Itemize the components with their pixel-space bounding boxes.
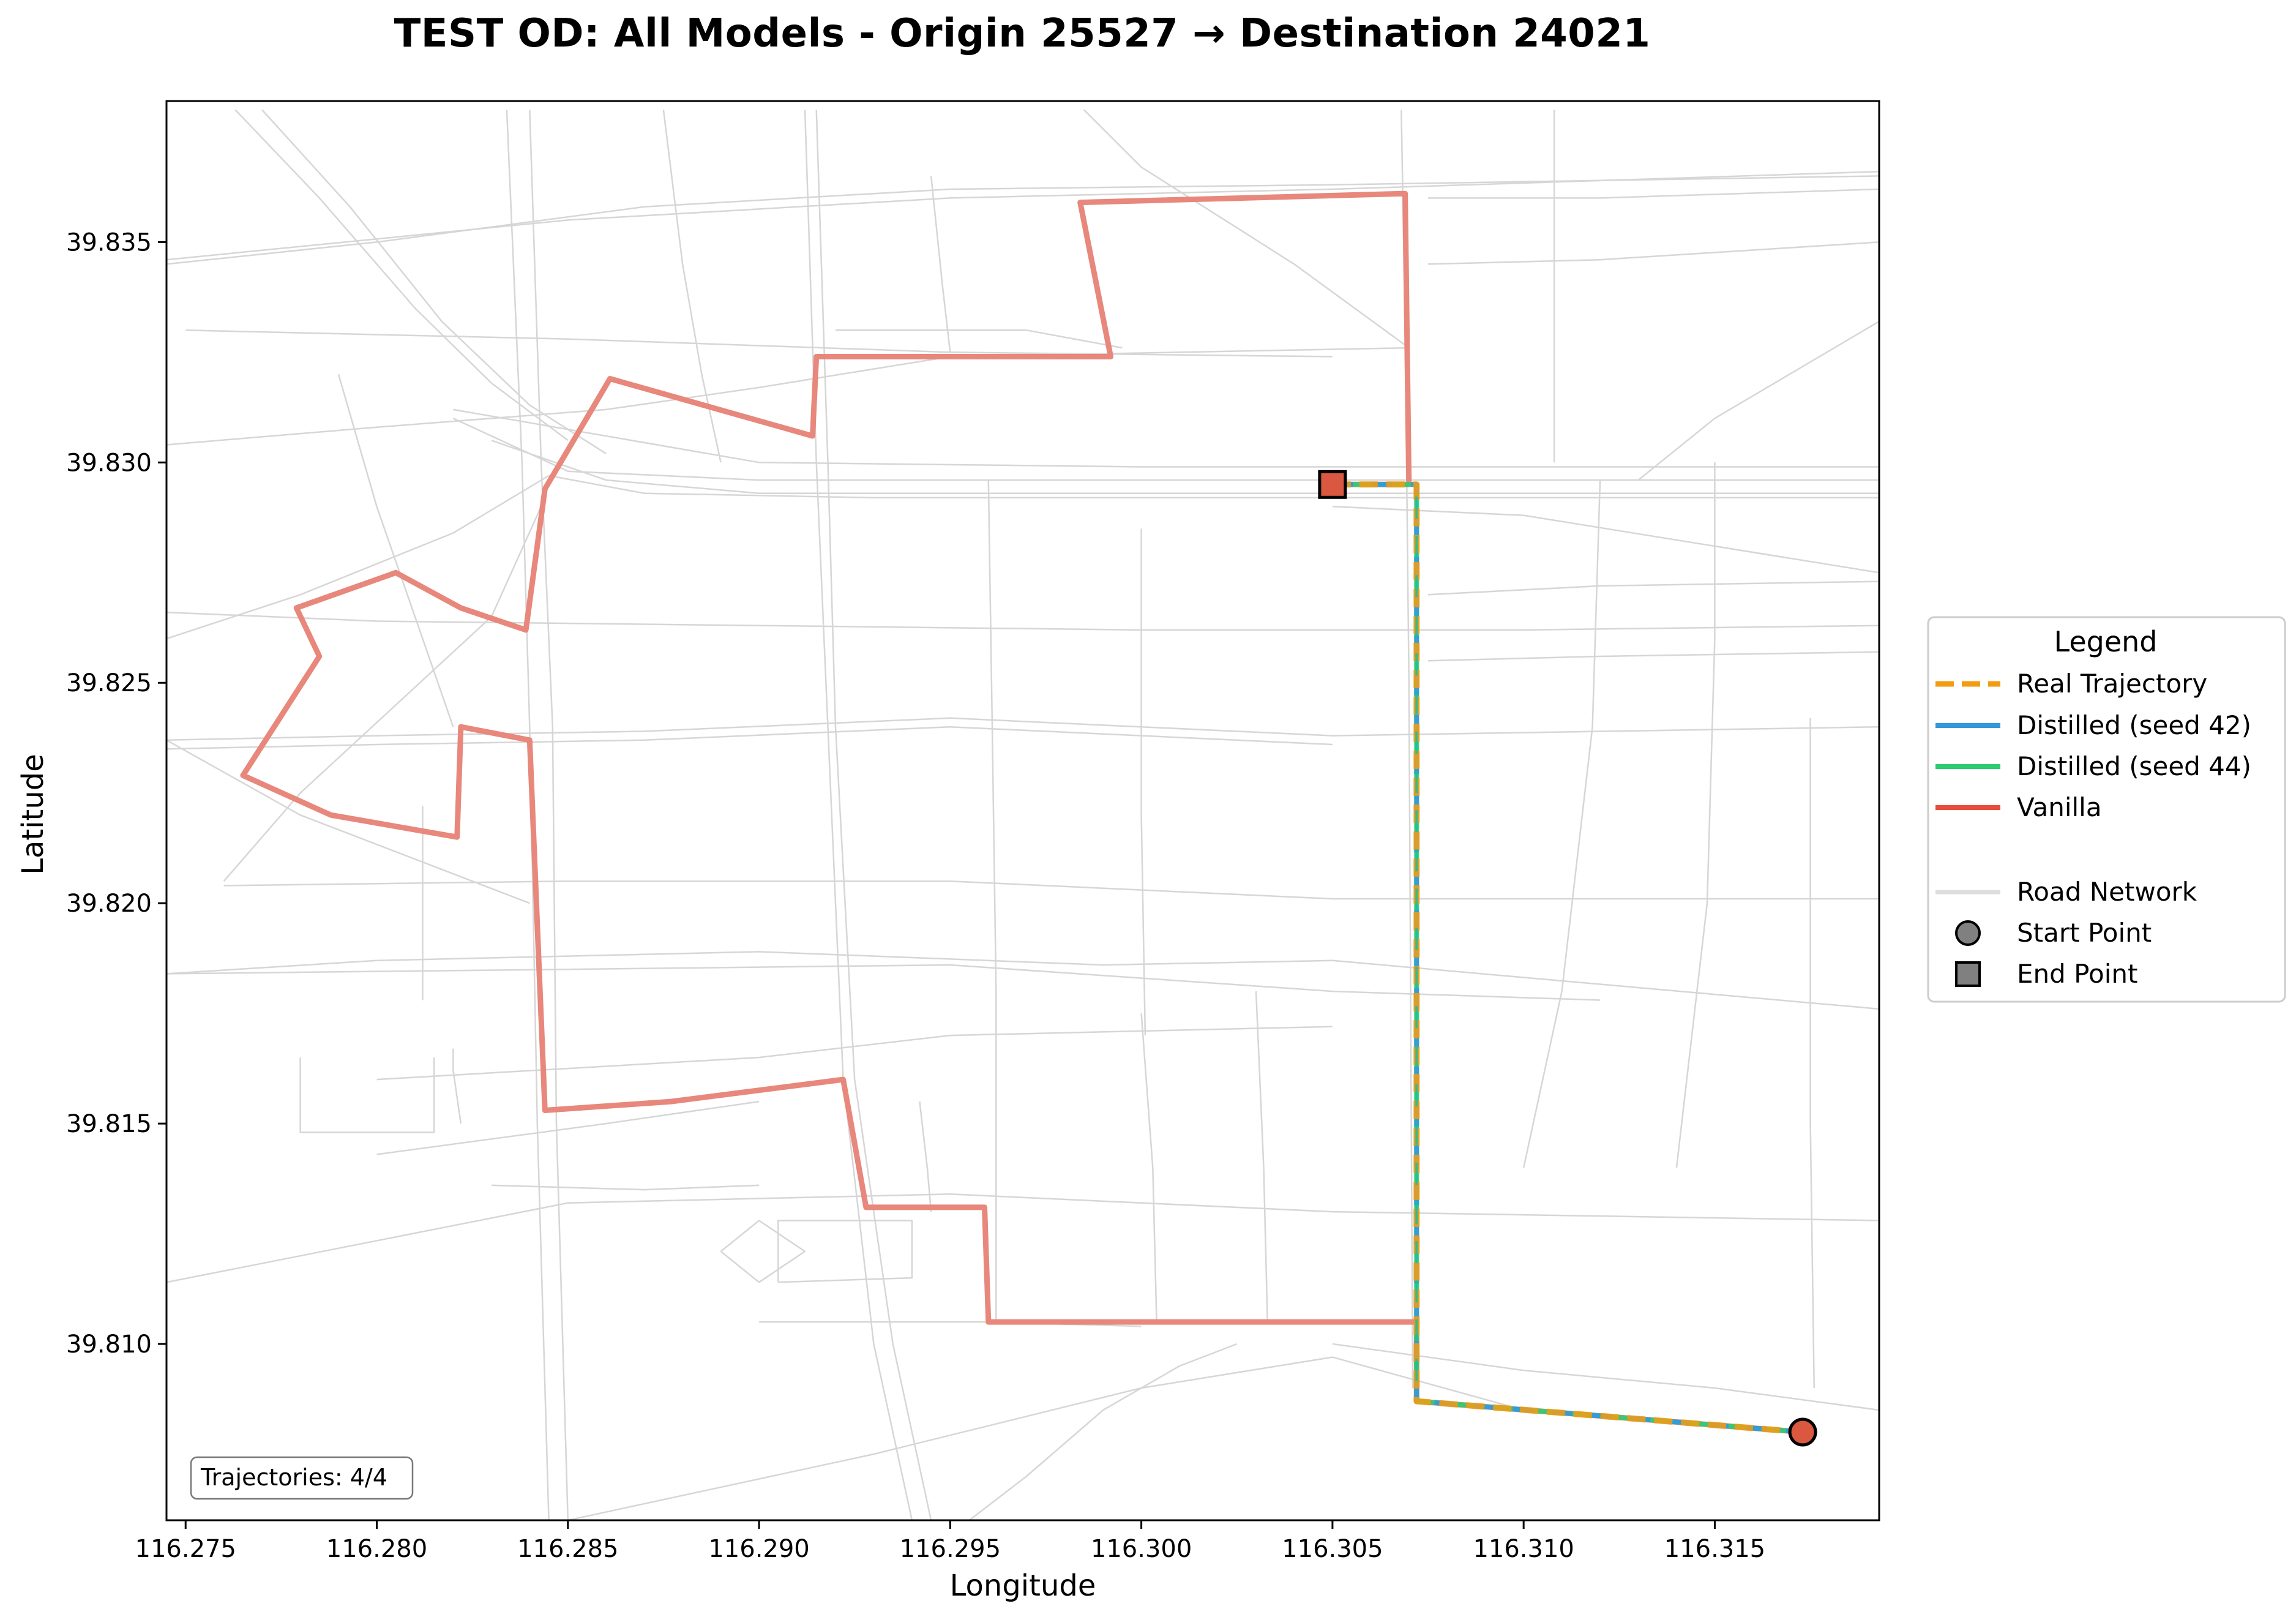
- road-segment-19: [506, 110, 550, 1520]
- trajectory-count-box: Trajectories: 4/4: [190, 1456, 414, 1500]
- plot-frame: [165, 100, 1880, 1521]
- svg-text:Road Network: Road Network: [2017, 877, 2197, 907]
- road-segment-41: [1083, 109, 1410, 349]
- road-segment-34: [337, 373, 454, 727]
- road-segment-13: [166, 1193, 1879, 1283]
- road-network: [166, 109, 1879, 1520]
- trajectory-layer: [240, 190, 1803, 1435]
- svg-text:Distilled (seed 42): Distilled (seed 42): [2017, 710, 2251, 740]
- road-segment-51: [452, 1048, 462, 1124]
- y-tick-label-4: 39.815: [66, 1110, 152, 1138]
- plot-area: [166, 101, 1879, 1520]
- road-segment-50: [720, 1220, 806, 1283]
- road-segment-9: [166, 726, 1333, 750]
- road-segment-3: [491, 440, 1879, 494]
- chart-title: TEST OD: All Models - Origin 25527 → Des…: [394, 11, 1651, 56]
- x-tick-label-8: 116.315: [1664, 1535, 1765, 1563]
- series-vanilla: [240, 190, 1803, 1435]
- road-segment-32: [1332, 506, 1879, 574]
- y-tick-label-0: 39.835: [66, 228, 152, 257]
- x-tick-label-5: 116.300: [1091, 1535, 1192, 1563]
- road-segment-48: [491, 1184, 760, 1191]
- y-axis-label: Latitude: [16, 754, 50, 875]
- x-tick-label-1: 116.280: [326, 1535, 427, 1563]
- legend-item-real-trajectory: Real Trajectory: [1935, 669, 2207, 699]
- road-segment-16: [185, 329, 1333, 358]
- road-segment-2: [452, 418, 1879, 481]
- legend-item-road-network: Road Network: [1935, 877, 2197, 907]
- legend-item-vanilla: Vanilla: [1935, 792, 2102, 822]
- road-segment-37: [223, 506, 542, 882]
- legend-title: Legend: [2054, 625, 2158, 658]
- x-tick-label-6: 116.305: [1282, 1535, 1383, 1563]
- y-tick-label-5: 39.810: [66, 1330, 152, 1359]
- end-point-icon: [1955, 961, 1981, 987]
- road-segment-53: [919, 1101, 932, 1212]
- svg-text:Vanilla: Vanilla: [2017, 792, 2102, 822]
- point-markers: [1318, 470, 1817, 1447]
- end-point-marker: [1318, 470, 1347, 499]
- road-segment-26: [1522, 480, 1601, 1168]
- road-segment-20: [815, 110, 932, 1520]
- road-segment-40: [836, 329, 1123, 349]
- road-segment-42: [1428, 188, 1879, 199]
- road-segment-23: [1140, 528, 1146, 1036]
- y-tick-label-2: 39.825: [66, 669, 152, 697]
- road-segment-18: [529, 110, 569, 1520]
- road-segment-35: [166, 475, 550, 640]
- road-segment-45: [1427, 651, 1879, 662]
- trajectory-count: Trajectories: 4/4: [200, 1464, 387, 1491]
- road-segment-10: [166, 964, 1601, 1001]
- x-tick-label-3: 116.290: [708, 1535, 809, 1563]
- start-point-marker: [1788, 1417, 1817, 1447]
- svg-text:End Point: End Point: [2017, 959, 2137, 989]
- road-segment-12: [166, 951, 1879, 1010]
- road-segment-1: [166, 175, 1879, 265]
- road-segment-15: [166, 611, 1879, 631]
- y-axis-ticks: 39.835 39.830 39.825 39.820 39.815 39.810: [66, 228, 166, 1359]
- road-segment-22: [987, 480, 997, 1322]
- road-segment-31: [1332, 1343, 1879, 1411]
- road-segment-7: [261, 109, 607, 454]
- x-tick-label-7: 116.310: [1473, 1535, 1574, 1563]
- road-segment-46: [376, 1100, 760, 1155]
- road-segment-44: [1427, 580, 1879, 596]
- start-point-icon: [1955, 920, 1981, 946]
- legend-item-distilled-seed-44: Distilled (seed 44): [1935, 751, 2251, 781]
- road-segment-8: [166, 717, 1879, 741]
- road-segment-38: [662, 110, 722, 463]
- road-segment-4: [548, 475, 1879, 499]
- y-tick-label-1: 39.830: [66, 449, 152, 477]
- x-tick-label-4: 116.295: [900, 1535, 1001, 1563]
- road-segment-5: [453, 408, 1879, 468]
- x-tick-label-2: 116.285: [517, 1535, 618, 1563]
- svg-text:Real Trajectory: Real Trajectory: [2017, 669, 2207, 699]
- x-axis-label: Longitude: [950, 1569, 1096, 1603]
- svg-text:Start Point: Start Point: [2017, 918, 2152, 948]
- road-segment-33: [1637, 320, 1879, 481]
- legend-item-start-point: Start Point: [1955, 918, 2152, 948]
- road-segment-11: [223, 880, 1879, 900]
- y-tick-label-3: 39.820: [66, 890, 152, 918]
- road-segment-29: [968, 1343, 1238, 1520]
- legend-item-end-point: End Point: [1955, 959, 2137, 989]
- road-segment-36: [166, 739, 530, 904]
- road-segment-27: [1675, 462, 1716, 1168]
- road-segment-47: [299, 1057, 435, 1133]
- x-axis-ticks: 116.275 116.280 116.285 116.290 116.295 116.3…: [135, 1520, 1765, 1563]
- legend-item-distilled-seed-42: Distilled (seed 42): [1935, 710, 2251, 740]
- road-segment-55: [1255, 991, 1268, 1322]
- road-segment-43: [1427, 241, 1879, 265]
- x-tick-label-0: 116.275: [135, 1535, 236, 1563]
- road-segment-0: [166, 170, 1879, 261]
- road-segment-6: [234, 109, 569, 441]
- road-segment-49: [777, 1220, 913, 1283]
- road-segment-14: [376, 1026, 1333, 1081]
- svg-text:Distilled (seed 44): Distilled (seed 44): [2017, 751, 2251, 781]
- legend: Legend Real Trajectory Distilled (seed 4…: [1927, 616, 2286, 1003]
- road-segment-30: [567, 1356, 1524, 1520]
- road-segment-28: [1809, 718, 1815, 1389]
- road-segment-54: [1140, 1013, 1157, 1322]
